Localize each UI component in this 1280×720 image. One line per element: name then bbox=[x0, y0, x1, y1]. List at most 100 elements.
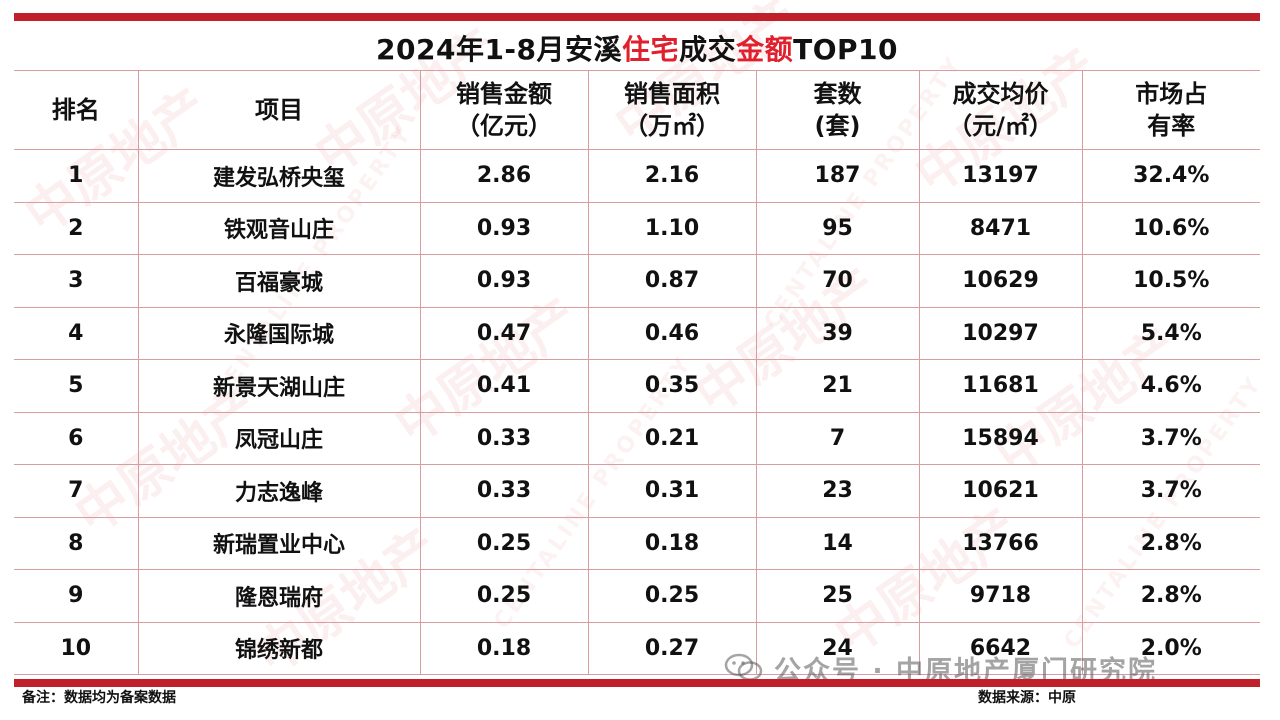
title-part: 成交 bbox=[679, 33, 737, 66]
table-cell: 0.93 bbox=[419, 254, 589, 308]
table-row: 1 建发弘桥央玺 2.86 2.16 187 13197 32.4% bbox=[14, 149, 1260, 203]
column-header: 销售金额 （亿元） bbox=[419, 70, 589, 150]
table-row: 2 铁观音山庄 0.93 1.10 95 8471 10.6% bbox=[14, 201, 1260, 255]
table-cell: 1 bbox=[14, 149, 139, 203]
column-header-label: 销售面积 bbox=[624, 80, 720, 108]
table-cell: 2.8% bbox=[1081, 516, 1260, 570]
table-cell: 4 bbox=[14, 306, 139, 360]
table-cell: 25 bbox=[755, 569, 920, 623]
table-cell: 0.35 bbox=[587, 359, 757, 413]
table-cell: 95 bbox=[755, 201, 920, 255]
table-body: 1 建发弘桥央玺 2.86 2.16 187 13197 32.4% 2 铁观音山庄 0.93 1.… bbox=[14, 149, 1260, 675]
table-cell: 2.0% bbox=[1081, 621, 1260, 675]
title-part: TOP10 bbox=[793, 33, 898, 66]
table-cell: 10621 bbox=[918, 464, 1083, 518]
table-cell: 21 bbox=[755, 359, 920, 413]
table-cell: 23 bbox=[755, 464, 920, 518]
page-title: 2024年1-8月安溪住宅成交金额TOP10 bbox=[14, 30, 1260, 70]
column-header-unit: （万㎡） bbox=[624, 112, 720, 140]
table-cell: 0.47 bbox=[419, 306, 589, 360]
table-cell: 8471 bbox=[918, 201, 1083, 255]
table-cell: 隆恩瑞府 bbox=[137, 569, 421, 623]
table-cell: 建发弘桥央玺 bbox=[137, 149, 421, 203]
table-cell: 铁观音山庄 bbox=[137, 201, 421, 255]
table-cell: 10629 bbox=[918, 254, 1083, 308]
table-row: 6 凤冠山庄 0.33 0.21 7 15894 3.7% bbox=[14, 411, 1260, 465]
table-row: 10 锦绣新都 0.18 0.27 24 6642 2.0% bbox=[14, 621, 1260, 675]
table-cell: 10297 bbox=[918, 306, 1083, 360]
column-header: 套数 (套) bbox=[755, 70, 920, 150]
table-cell: 39 bbox=[755, 306, 920, 360]
table-cell: 0.93 bbox=[419, 201, 589, 255]
table-cell: 10 bbox=[14, 621, 139, 675]
table-cell: 0.25 bbox=[419, 516, 589, 570]
table-cell: 9718 bbox=[918, 569, 1083, 623]
column-header: 销售面积 （万㎡） bbox=[587, 70, 757, 150]
table-cell: 锦绣新都 bbox=[137, 621, 421, 675]
column-header-label: 套数 bbox=[813, 80, 862, 108]
table-cell: 15894 bbox=[918, 411, 1083, 465]
column-header-label: 市场占 bbox=[1135, 80, 1208, 108]
ranking-table: 排名 项目 销售金额 （亿元） 销售面积 （万㎡） 套数 (套) 成交均价 （元/㎡） 市场占 有率 … bbox=[14, 70, 1260, 675]
table-cell: 0.21 bbox=[587, 411, 757, 465]
title-part: 2024年1-8月安溪 bbox=[376, 33, 623, 66]
table-cell: 0.25 bbox=[587, 569, 757, 623]
column-header-label: 销售金额 bbox=[456, 80, 552, 108]
column-header: 排名 bbox=[14, 70, 139, 150]
table-cell: 7 bbox=[14, 464, 139, 518]
table-cell: 2 bbox=[14, 201, 139, 255]
table-cell: 0.27 bbox=[587, 621, 757, 675]
table-cell: 2.8% bbox=[1081, 569, 1260, 623]
table-cell: 0.18 bbox=[587, 516, 757, 570]
footer-note: 备注：数据均为备案数据 bbox=[22, 690, 176, 706]
table-cell: 2.16 bbox=[587, 149, 757, 203]
column-header-unit: （亿元） bbox=[456, 112, 552, 140]
table-cell: 32.4% bbox=[1081, 149, 1260, 203]
footer-source: 数据来源：中原 bbox=[978, 690, 1076, 706]
table-cell: 0.87 bbox=[587, 254, 757, 308]
table-cell: 1.10 bbox=[587, 201, 757, 255]
table-cell: 187 bbox=[755, 149, 920, 203]
table-cell: 力志逸峰 bbox=[137, 464, 421, 518]
table-header-row: 排名 项目 销售金额 （亿元） 销售面积 （万㎡） 套数 (套) 成交均价 （元/㎡） 市场占 有率 bbox=[14, 70, 1260, 150]
table-cell: 0.18 bbox=[419, 621, 589, 675]
table-cell: 3.7% bbox=[1081, 411, 1260, 465]
column-header-unit: (套) bbox=[814, 112, 861, 140]
column-header-unit: （元/㎡） bbox=[948, 112, 1053, 140]
table-cell: 新景天湖山庄 bbox=[137, 359, 421, 413]
table-cell: 11681 bbox=[918, 359, 1083, 413]
table-row: 8 新瑞置业中心 0.25 0.18 14 13766 2.8% bbox=[14, 516, 1260, 570]
table-cell: 凤冠山庄 bbox=[137, 411, 421, 465]
table-cell: 7 bbox=[755, 411, 920, 465]
table-cell: 10.6% bbox=[1081, 201, 1260, 255]
table-cell: 14 bbox=[755, 516, 920, 570]
column-header-label: 项目 bbox=[255, 96, 303, 124]
table-cell: 新瑞置业中心 bbox=[137, 516, 421, 570]
table-cell: 0.46 bbox=[587, 306, 757, 360]
table-cell: 0.33 bbox=[419, 411, 589, 465]
table-cell: 5 bbox=[14, 359, 139, 413]
table-cell: 0.33 bbox=[419, 464, 589, 518]
table-cell: 0.25 bbox=[419, 569, 589, 623]
column-header: 项目 bbox=[137, 70, 421, 150]
table-cell: 2.86 bbox=[419, 149, 589, 203]
title-highlight: 住宅 bbox=[622, 33, 680, 66]
table-row: 7 力志逸峰 0.33 0.31 23 10621 3.7% bbox=[14, 464, 1260, 518]
column-header: 市场占 有率 bbox=[1081, 70, 1260, 150]
table-cell: 6 bbox=[14, 411, 139, 465]
title-highlight: 金额 bbox=[736, 33, 794, 66]
table-row: 4 永隆国际城 0.47 0.46 39 10297 5.4% bbox=[14, 306, 1260, 360]
table-cell: 8 bbox=[14, 516, 139, 570]
table-cell: 13766 bbox=[918, 516, 1083, 570]
column-header-unit: 有率 bbox=[1147, 112, 1196, 140]
table-row: 3 百福豪城 0.93 0.87 70 10629 10.5% bbox=[14, 254, 1260, 308]
table-cell: 9 bbox=[14, 569, 139, 623]
table-row: 5 新景天湖山庄 0.41 0.35 21 11681 4.6% bbox=[14, 359, 1260, 413]
table-cell: 3.7% bbox=[1081, 464, 1260, 518]
table-cell: 6642 bbox=[918, 621, 1083, 675]
bottom-accent-bar bbox=[14, 679, 1260, 687]
table-cell: 70 bbox=[755, 254, 920, 308]
top-accent-bar bbox=[14, 13, 1260, 21]
table-cell: 5.4% bbox=[1081, 306, 1260, 360]
table-cell: 永隆国际城 bbox=[137, 306, 421, 360]
